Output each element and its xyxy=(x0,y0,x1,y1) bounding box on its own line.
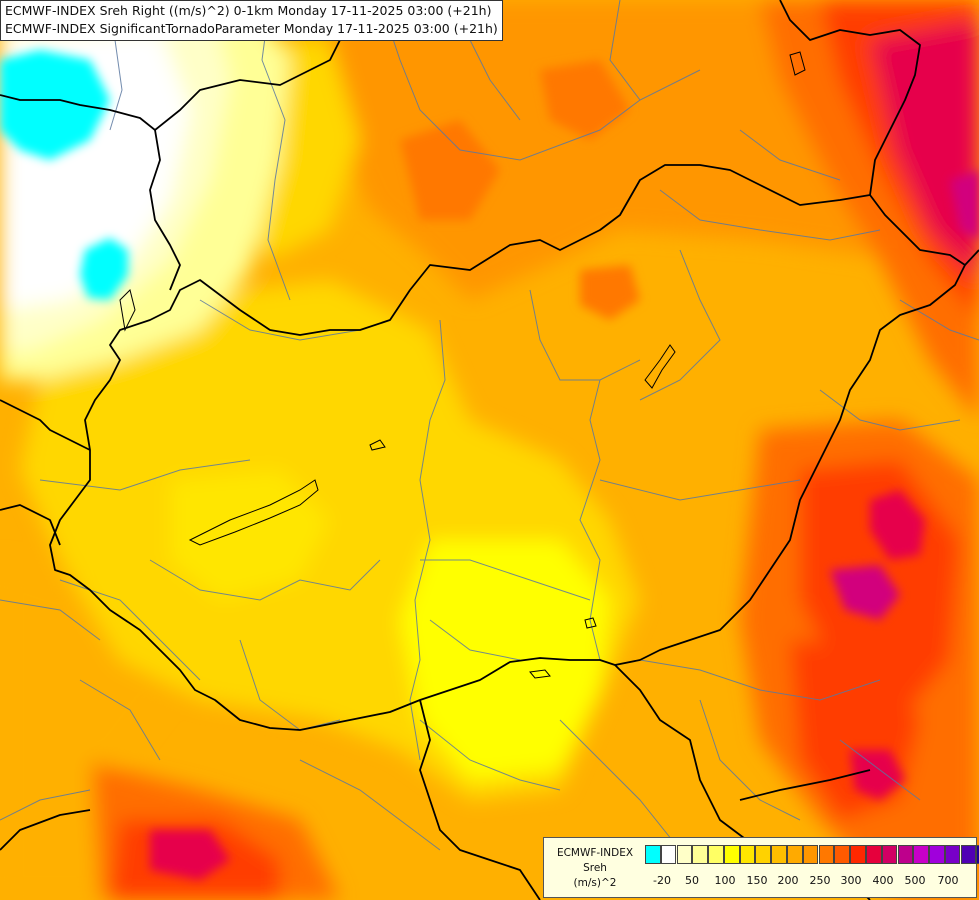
legend-swatch xyxy=(660,845,677,864)
legend-swatch xyxy=(850,845,866,864)
legend-tick-label: 700 xyxy=(937,874,959,887)
legend-tick-label: 200 xyxy=(777,874,799,887)
legend-tick-label: -20 xyxy=(653,874,671,887)
legend-swatch xyxy=(692,845,708,864)
legend-swatch xyxy=(739,845,756,864)
legend-title-line-2: Sreh xyxy=(583,862,607,874)
legend-swatch xyxy=(881,845,898,864)
lake-outline xyxy=(188,479,319,546)
region-lines xyxy=(0,0,979,851)
legend-swatch xyxy=(708,845,724,864)
legend-swatch xyxy=(929,845,945,864)
legend-swatch xyxy=(944,845,961,864)
small-outlines xyxy=(119,51,806,679)
legend-tick-label: 150 xyxy=(746,874,768,887)
legend-tick-label: 300 xyxy=(840,874,862,887)
legend-swatch xyxy=(913,845,929,864)
color-legend: ECMWF-INDEX Sreh (m/s)^2 -20 50 100 150 200 2… xyxy=(543,837,979,898)
legend-swatch xyxy=(676,845,693,864)
map-title-line-2: ECMWF-INDEX SignificantTornadoParameter … xyxy=(5,21,498,36)
legend-ticks: -20 50 100 150 200 250 300 400 500 700 xyxy=(645,874,975,890)
legend-swatch xyxy=(897,845,914,864)
legend-swatch xyxy=(645,845,661,864)
legend-swatch xyxy=(723,845,740,864)
map-title-line-1: ECMWF-INDEX Sreh Right ((m/s)^2) 0-1km M… xyxy=(5,3,492,18)
legend-tick-label: 100 xyxy=(714,874,736,887)
legend-swatch xyxy=(960,845,977,864)
legend-title: ECMWF-INDEX Sreh (m/s)^2 xyxy=(548,846,642,891)
legend-swatch xyxy=(787,845,803,864)
legend-swatch xyxy=(818,845,835,864)
map-title-box: ECMWF-INDEX Sreh Right ((m/s)^2) 0-1km M… xyxy=(0,0,503,41)
legend-swatch xyxy=(865,845,882,864)
legend-title-line-1: ECMWF-INDEX xyxy=(556,847,634,859)
legend-tick-label: 500 xyxy=(904,874,926,887)
legend-swatch xyxy=(834,845,850,864)
legend-swatch xyxy=(802,845,819,864)
legend-swatches xyxy=(645,845,979,864)
legend-title-line-3: (m/s)^2 xyxy=(573,877,617,889)
legend-tick-label: 50 xyxy=(685,874,699,887)
legend-tick-label: 250 xyxy=(809,874,831,887)
legend-swatch xyxy=(771,845,787,864)
legend-swatch xyxy=(976,845,979,864)
legend-swatch xyxy=(755,845,772,864)
legend-tick-label: 400 xyxy=(872,874,894,887)
